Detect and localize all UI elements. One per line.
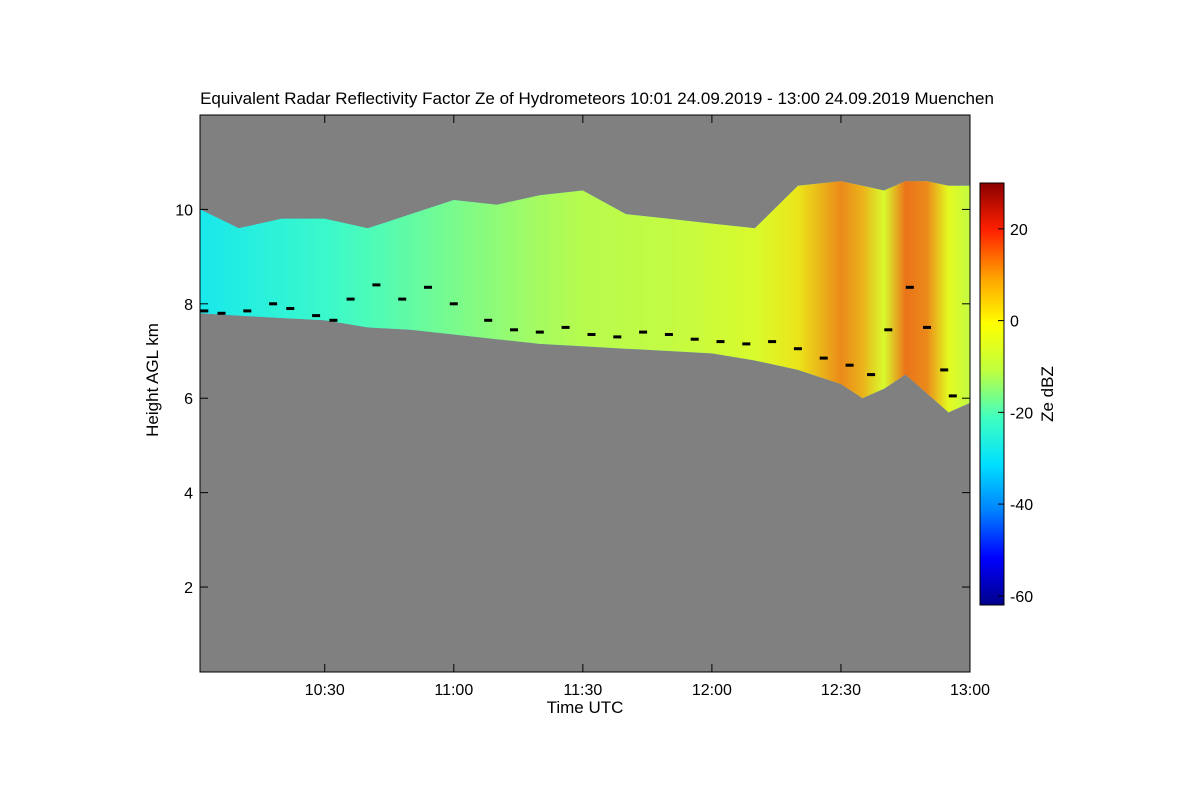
x-tick-label: 12:00: [692, 682, 732, 699]
x-tick-label: 11:00: [434, 682, 473, 699]
melting-layer-marker: [948, 394, 957, 398]
melting-layer-marker: [269, 302, 278, 306]
melting-layer-marker: [484, 318, 493, 322]
cloud-reflectivity-layer: [200, 181, 970, 413]
melting-layer-marker: [716, 340, 725, 344]
colorbar-title: Ze dBZ: [1038, 366, 1057, 422]
melting-layer-marker: [613, 335, 622, 339]
melting-layer-marker: [200, 309, 209, 313]
melting-layer-marker: [690, 337, 699, 341]
colorbar: 20 0 -20 -40 -60 Ze dBZ: [979, 182, 1057, 606]
melting-layer-marker: [329, 318, 338, 322]
melting-layer-marker: [867, 373, 876, 377]
colorbar-tick-label: -60: [1010, 589, 1033, 606]
melting-layer-marker: [346, 297, 355, 301]
y-tick-label: 8: [184, 297, 193, 314]
colorbar-tick-label: -40: [1010, 497, 1033, 514]
colorbar-scale: [979, 182, 1005, 606]
melting-layer-marker: [286, 307, 295, 310]
melting-layer-marker: [424, 285, 432, 289]
melting-layer-marker: [819, 356, 828, 360]
melting-layer-marker: [768, 340, 777, 344]
chart-title: Equivalent Radar Reflectivity Factor Ze …: [200, 89, 994, 108]
x-tick-label: 12:30: [821, 682, 861, 699]
melting-layer-marker: [845, 363, 854, 367]
y-tick-label: 4: [184, 486, 193, 503]
melting-layer-marker: [923, 325, 931, 329]
melting-layer-marker: [561, 325, 570, 329]
melting-layer-marker: [884, 328, 893, 332]
y-tick-label: 6: [184, 391, 193, 408]
melting-layer-marker: [449, 302, 458, 306]
colorbar-ticks: 20 0 -20 -40 -60: [998, 222, 1033, 606]
melting-layer-marker: [742, 342, 751, 346]
plot-area: [199, 114, 971, 673]
melting-layer-marker: [372, 283, 381, 287]
melting-layer-marker: [940, 368, 949, 372]
x-axis: 10:30 11:00 11:30 12:00 12:30 13:00: [305, 115, 990, 699]
colorbar-tick-label: 0: [1010, 314, 1019, 331]
y-tick-label: 10: [175, 202, 193, 219]
cloud-reflectivity-area: [200, 181, 970, 413]
plot-frame: [199, 114, 971, 673]
melting-layer-marker: [664, 333, 673, 336]
colorbar-tick-label: 20: [1010, 222, 1028, 239]
melting-layer-marker: [217, 311, 226, 315]
melting-layer-marker: [243, 309, 252, 313]
melting-layer-marker: [793, 347, 802, 351]
colorbar-tick-label: -20: [1010, 405, 1033, 422]
y-tick-label: 2: [184, 580, 193, 597]
melting-layer-marker: [312, 314, 321, 318]
melting-layer-marker: [510, 328, 518, 332]
melting-layer-marker: [535, 330, 544, 334]
x-tick-label: 10:30: [305, 682, 345, 699]
y-axis: 2 4 6 8 10: [175, 202, 970, 597]
melting-layer-marker: [398, 297, 407, 301]
melting-layer-markers: [200, 283, 957, 398]
x-axis-title: Time UTC: [547, 698, 624, 717]
melting-layer-marker: [639, 330, 648, 334]
melting-layer-marker: [905, 285, 914, 289]
x-tick-label: 13:00: [950, 682, 990, 699]
melting-layer-marker: [587, 333, 596, 336]
y-axis-title: Height AGL km: [143, 323, 162, 437]
x-tick-label: 11:30: [563, 682, 602, 699]
